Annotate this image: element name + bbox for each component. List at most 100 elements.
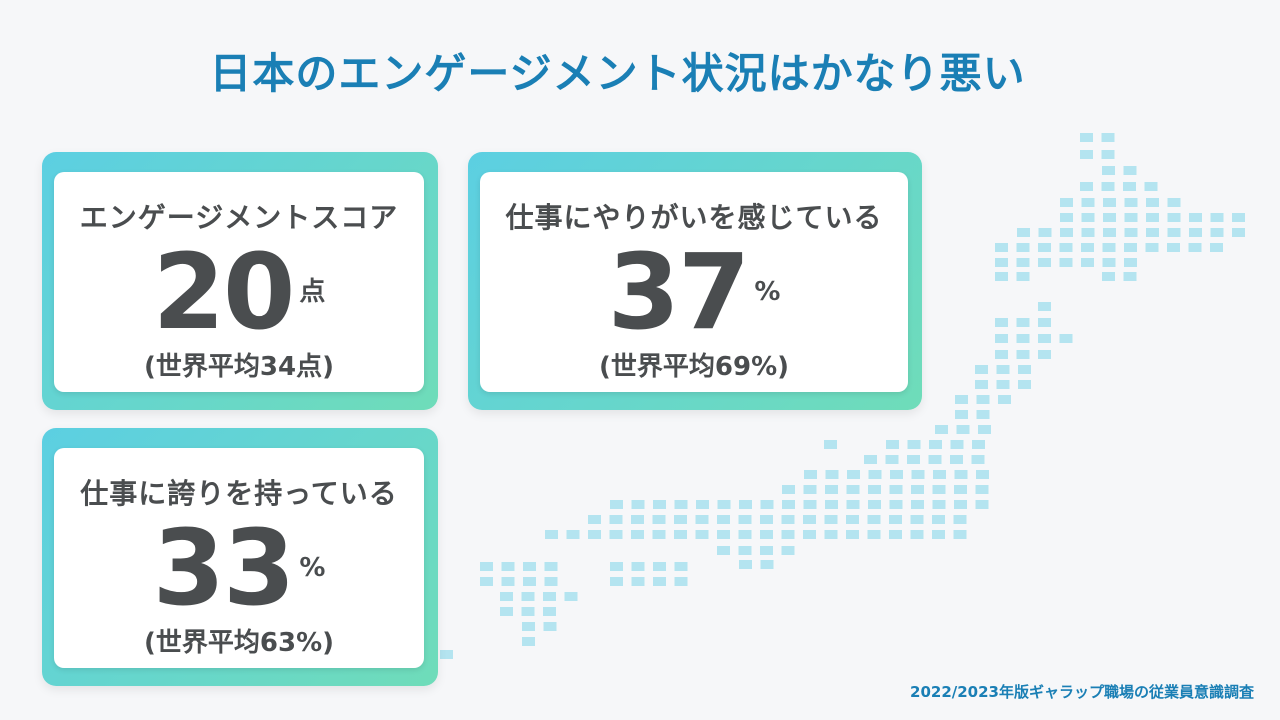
map-dot bbox=[631, 530, 644, 539]
map-dot bbox=[652, 515, 666, 524]
card-label: エンゲージメントスコア bbox=[79, 201, 399, 234]
map-dot bbox=[1081, 198, 1095, 207]
card-inner: 仕事にやりがいを感じている 37% (世界平均69%) bbox=[480, 172, 908, 392]
map-dot bbox=[953, 515, 967, 524]
map-dot bbox=[1101, 133, 1115, 142]
map-dot bbox=[932, 530, 945, 539]
map-dot bbox=[995, 272, 1008, 281]
map-dot bbox=[738, 530, 752, 539]
card-value: 20 bbox=[152, 231, 296, 353]
map-dot bbox=[910, 515, 924, 524]
map-dot bbox=[1038, 258, 1051, 267]
page-title: 日本のエンゲージメント状況はかなり悪い bbox=[209, 49, 1026, 98]
map-dot bbox=[933, 470, 946, 479]
map-dot bbox=[889, 515, 902, 524]
map-dot bbox=[653, 562, 666, 571]
map-dot bbox=[543, 592, 556, 601]
map-dot bbox=[781, 515, 795, 524]
map-dot bbox=[480, 577, 493, 586]
map-dot bbox=[521, 607, 535, 616]
map-dot bbox=[1038, 228, 1052, 237]
map-dot bbox=[674, 500, 688, 509]
card-world-average: (世界平均69%) bbox=[599, 352, 789, 382]
map-dot bbox=[610, 562, 623, 571]
map-dot bbox=[521, 592, 535, 601]
map-dot bbox=[868, 500, 881, 509]
card-unit: 点 bbox=[299, 277, 326, 307]
map-dot bbox=[1101, 150, 1115, 159]
map-dot bbox=[864, 455, 877, 464]
map-dot bbox=[803, 485, 817, 494]
map-dot bbox=[1103, 228, 1116, 237]
map-dot bbox=[910, 530, 924, 539]
map-dot bbox=[889, 500, 903, 509]
map-dot bbox=[501, 577, 515, 586]
map-dot bbox=[1124, 213, 1138, 222]
map-dot bbox=[1081, 258, 1094, 267]
map-dot bbox=[995, 243, 1008, 252]
map-dot bbox=[868, 485, 881, 494]
map-dot bbox=[545, 530, 558, 539]
job-fulfillment-card: 仕事にやりがいを感じている 37% (世界平均69%) bbox=[468, 152, 922, 410]
map-dot bbox=[1232, 213, 1245, 222]
map-dot bbox=[976, 410, 990, 419]
map-dot bbox=[932, 515, 945, 524]
map-dot bbox=[653, 577, 666, 586]
map-dot bbox=[543, 622, 557, 631]
map-dot bbox=[1146, 213, 1159, 222]
map-dot bbox=[1060, 228, 1073, 237]
map-dot bbox=[885, 455, 899, 464]
map-dot bbox=[911, 485, 924, 494]
map-dot bbox=[782, 500, 795, 509]
map-dot bbox=[566, 530, 580, 539]
map-dot bbox=[824, 440, 837, 449]
map-dot bbox=[1102, 258, 1116, 267]
map-dot bbox=[803, 515, 816, 524]
map-dot bbox=[480, 562, 493, 571]
map-dot bbox=[1016, 334, 1030, 343]
map-dot bbox=[956, 425, 970, 434]
map-dot bbox=[1188, 243, 1202, 252]
map-dot bbox=[1144, 182, 1158, 191]
map-dot bbox=[1102, 243, 1116, 252]
map-dot bbox=[932, 500, 946, 509]
map-dot bbox=[978, 425, 991, 434]
map-dot bbox=[1167, 213, 1181, 222]
map-dot bbox=[782, 485, 795, 494]
card-value-row: 37% bbox=[480, 240, 908, 344]
map-dot bbox=[1080, 133, 1093, 142]
map-dot bbox=[1060, 198, 1073, 207]
map-dot bbox=[500, 607, 513, 616]
map-dot bbox=[1210, 243, 1223, 252]
map-dot bbox=[1059, 243, 1073, 252]
card-value: 33 bbox=[152, 507, 296, 629]
map-dot bbox=[995, 350, 1008, 359]
map-dot bbox=[717, 546, 730, 555]
map-dot bbox=[609, 530, 623, 539]
map-dot bbox=[738, 546, 752, 555]
map-dot bbox=[846, 485, 860, 494]
map-dot bbox=[544, 577, 558, 586]
map-dot bbox=[588, 530, 601, 539]
map-dot bbox=[781, 546, 795, 555]
map-dot bbox=[847, 470, 860, 479]
map-dot bbox=[975, 380, 988, 389]
map-dot bbox=[674, 530, 687, 539]
map-dot bbox=[1059, 334, 1073, 343]
map-dot bbox=[890, 470, 903, 479]
map-dot bbox=[995, 334, 1008, 343]
map-dot bbox=[889, 530, 902, 539]
map-dot bbox=[609, 515, 623, 524]
map-dot bbox=[1016, 258, 1030, 267]
map-dot bbox=[950, 440, 964, 449]
map-dot bbox=[911, 500, 924, 509]
map-dot bbox=[955, 395, 968, 404]
map-dot bbox=[1123, 272, 1137, 281]
map-dot bbox=[803, 530, 816, 539]
map-dot bbox=[544, 562, 558, 571]
map-dot bbox=[867, 530, 881, 539]
map-dot bbox=[1016, 243, 1030, 252]
map-dot bbox=[760, 546, 773, 555]
map-dot bbox=[1189, 213, 1202, 222]
map-dot bbox=[953, 530, 967, 539]
